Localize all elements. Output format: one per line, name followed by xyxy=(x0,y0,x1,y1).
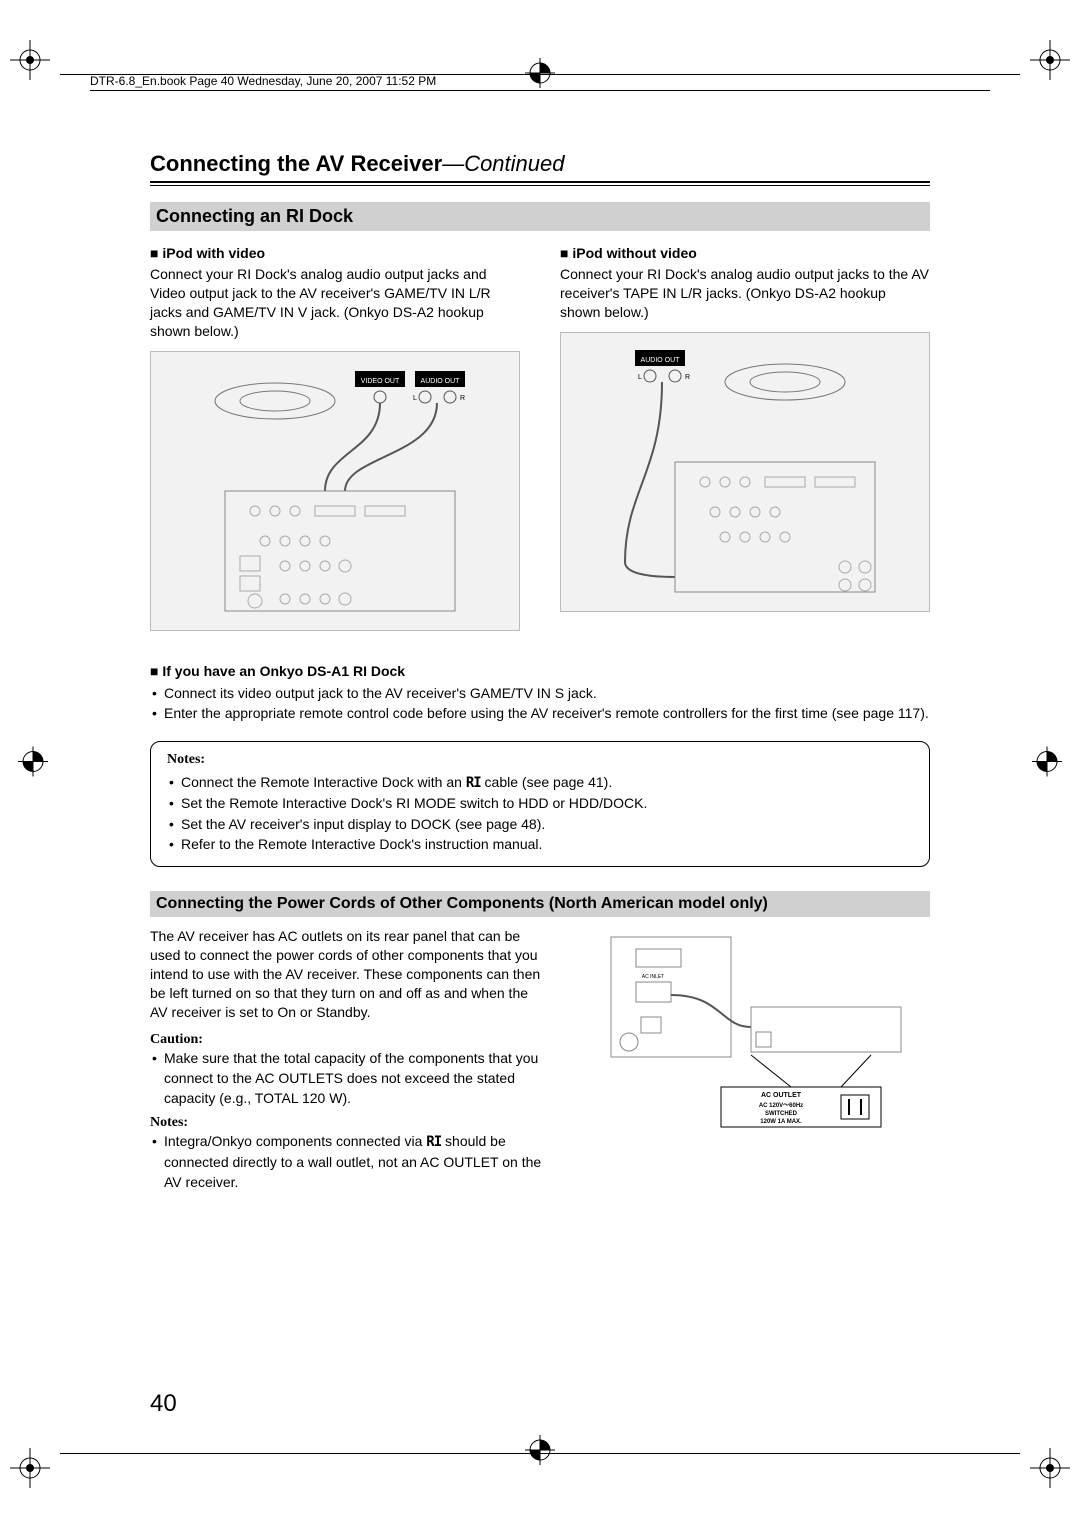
ipod-video-text: Connect your RI Dock's analog audio outp… xyxy=(150,265,520,341)
ds-a1-list: Connect its video output jack to the AV … xyxy=(150,683,930,724)
ri-icon: RI xyxy=(426,1132,441,1152)
svg-text:SWITCHED: SWITCHED xyxy=(765,1111,798,1117)
ri-icon: RI xyxy=(466,773,481,793)
svg-text:L: L xyxy=(413,395,417,402)
power-cords-diagram-col: AC INLET AC OUTLET AC 120V～60Hz SWITCHED… xyxy=(573,927,930,1192)
notes-box: Notes: Connect the Remote Interactive Do… xyxy=(150,741,930,867)
power-cords-heading: Connecting the Power Cords of Other Comp… xyxy=(150,891,930,917)
ds-a1-heading: If you have an Onkyo DS-A1 RI Dock xyxy=(150,663,930,679)
svg-text:AC INLET: AC INLET xyxy=(642,974,665,980)
crop-mark-icon xyxy=(1030,40,1070,80)
list-item: Make sure that the total capacity of the… xyxy=(150,1048,543,1109)
notes-list: Connect the Remote Interactive Dock with… xyxy=(167,772,913,854)
svg-text:AUDIO OUT: AUDIO OUT xyxy=(641,357,681,364)
ri-dock-heading: Connecting an RI Dock xyxy=(150,202,930,231)
svg-text:L: L xyxy=(638,374,642,381)
power-diagram: AC INLET AC OUTLET AC 120V～60Hz SWITCHED… xyxy=(573,927,930,1137)
col-ipod-video: iPod with video Connect your RI Dock's a… xyxy=(150,245,520,639)
svg-text:VIDEO OUT: VIDEO OUT xyxy=(361,378,400,385)
notes-list2: Integra/Onkyo components connected via R… xyxy=(150,1131,543,1193)
col-ipod-no-video: iPod without video Connect your RI Dock'… xyxy=(560,245,930,639)
book-header: DTR-6.8_En.book Page 40 Wednesday, June … xyxy=(90,74,990,91)
crop-mark-icon xyxy=(10,1448,50,1488)
ipod-no-video-title: iPod without video xyxy=(560,245,930,261)
power-cords-intro: The AV receiver has AC outlets on its re… xyxy=(150,927,543,1021)
notes-title: Notes: xyxy=(167,752,913,768)
ipod-no-video-diagram: AUDIO OUT L R xyxy=(560,332,930,612)
list-item: Set the AV receiver's input display to D… xyxy=(167,814,913,834)
hr-double xyxy=(150,181,930,186)
title-main: Connecting the AV Receiver xyxy=(150,151,442,176)
page-title: Connecting the AV Receiver—Continued xyxy=(150,151,930,177)
svg-text:R: R xyxy=(685,374,690,381)
crop-mark-icon xyxy=(1030,1448,1070,1488)
ipod-no-video-text: Connect your RI Dock's analog audio outp… xyxy=(560,265,930,322)
registration-mark-icon xyxy=(1032,747,1062,782)
title-continued: —Continued xyxy=(442,151,564,176)
crop-mark-icon xyxy=(10,40,50,80)
ipod-video-title: iPod with video xyxy=(150,245,520,261)
list-item: Integra/Onkyo components connected via R… xyxy=(150,1131,543,1193)
list-item: Enter the appropriate remote control cod… xyxy=(150,703,930,723)
list-item: Connect its video output jack to the AV … xyxy=(150,683,930,703)
page-content: DTR-6.8_En.book Page 40 Wednesday, June … xyxy=(90,74,990,1454)
list-item: Set the Remote Interactive Dock's RI MOD… xyxy=(167,793,913,813)
page-number: 40 xyxy=(150,1390,177,1418)
notes-title2: Notes: xyxy=(150,1115,543,1131)
svg-text:AUDIO OUT: AUDIO OUT xyxy=(421,378,461,385)
list-item: Refer to the Remote Interactive Dock's i… xyxy=(167,834,913,854)
svg-text:AC 120V～60Hz: AC 120V～60Hz xyxy=(759,1103,803,1109)
caution-list: Make sure that the total capacity of the… xyxy=(150,1048,543,1109)
svg-text:R: R xyxy=(460,395,465,402)
svg-text:120W 1A MAX.: 120W 1A MAX. xyxy=(761,1119,803,1125)
svg-text:AC OUTLET: AC OUTLET xyxy=(761,1092,802,1099)
caution-title: Caution: xyxy=(150,1032,543,1048)
power-cords-text-col: The AV receiver has AC outlets on its re… xyxy=(150,927,543,1192)
list-item: Connect the Remote Interactive Dock with… xyxy=(167,772,913,793)
ipod-video-diagram: VIDEO OUT AUDIO OUT L R xyxy=(150,351,520,631)
registration-mark-icon xyxy=(18,747,48,782)
